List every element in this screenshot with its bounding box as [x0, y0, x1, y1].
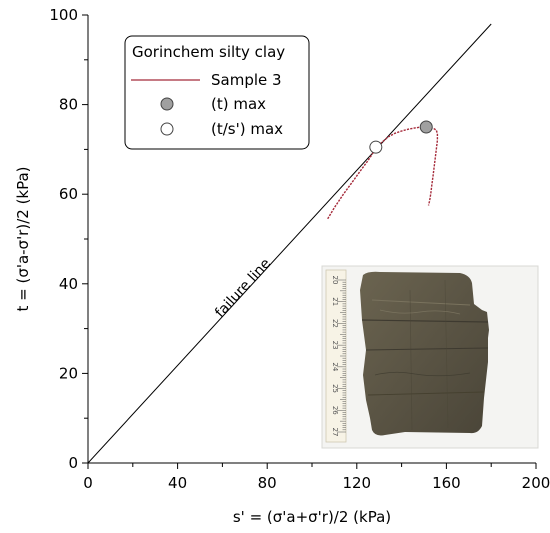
- legend-label-ts-max: (t/s') max: [211, 120, 283, 138]
- series-sample-3-line: [327, 126, 439, 220]
- y-axis-label: t = (σ'a-σ'r)/2 (kPa): [14, 166, 32, 311]
- y-tick-label: 80: [59, 96, 78, 114]
- x-tick-label: 120: [342, 474, 371, 492]
- legend-label-t-max: (t) max: [211, 95, 266, 113]
- failure-line-annotation: failure line: [212, 256, 274, 321]
- legend: Gorinchem silty clay Sample 3 (t) max (t…: [124, 35, 310, 150]
- ruler-number: 27: [331, 428, 339, 437]
- x-tick-label: 40: [168, 474, 187, 492]
- y-tick-label: 60: [59, 185, 78, 203]
- ruler-number: 25: [331, 384, 339, 393]
- ruler-number: 21: [331, 297, 339, 306]
- points: [369, 120, 433, 154]
- ruler-number: 26: [331, 406, 339, 415]
- x-tick-label: 0: [83, 474, 93, 492]
- point-t-max: [419, 120, 433, 134]
- legend-box: [124, 35, 310, 150]
- legend-title: Gorinchem silty clay: [132, 43, 285, 61]
- x-ticks: 0 40 80 120 160 200: [83, 463, 550, 492]
- soil-sample-body: [360, 271, 489, 436]
- point-ts-max: [369, 140, 383, 154]
- ruler-number: 23: [331, 341, 339, 350]
- x-tick-label: 160: [432, 474, 461, 492]
- ruler: 20 21 22 23 24 25 26 27: [325, 269, 347, 443]
- ruler-number: 24: [331, 362, 339, 371]
- ruler-number: 20: [331, 276, 339, 285]
- x-tick-label: 80: [258, 474, 277, 492]
- y-tick-label: 20: [59, 364, 78, 382]
- y-ticks: 0 20 40 60 80 100: [49, 6, 88, 472]
- x-tick-label: 200: [522, 474, 550, 492]
- series-failure-line: [88, 23, 492, 463]
- legend-label-sample-3: Sample 3: [211, 71, 282, 89]
- legend-marker-ts-max: [160, 122, 174, 136]
- soil-sample-photo: 20 21 22 23 24 25 26 27: [321, 265, 539, 449]
- x-axis-label: s' = (σ'a+σ'r)/2 (kPa): [233, 508, 391, 526]
- ruler-number: 22: [331, 319, 339, 328]
- y-tick-label: 100: [49, 6, 78, 24]
- legend-marker-t-max: [160, 97, 174, 111]
- y-tick-label: 0: [68, 454, 78, 472]
- y-tick-label: 40: [59, 275, 78, 293]
